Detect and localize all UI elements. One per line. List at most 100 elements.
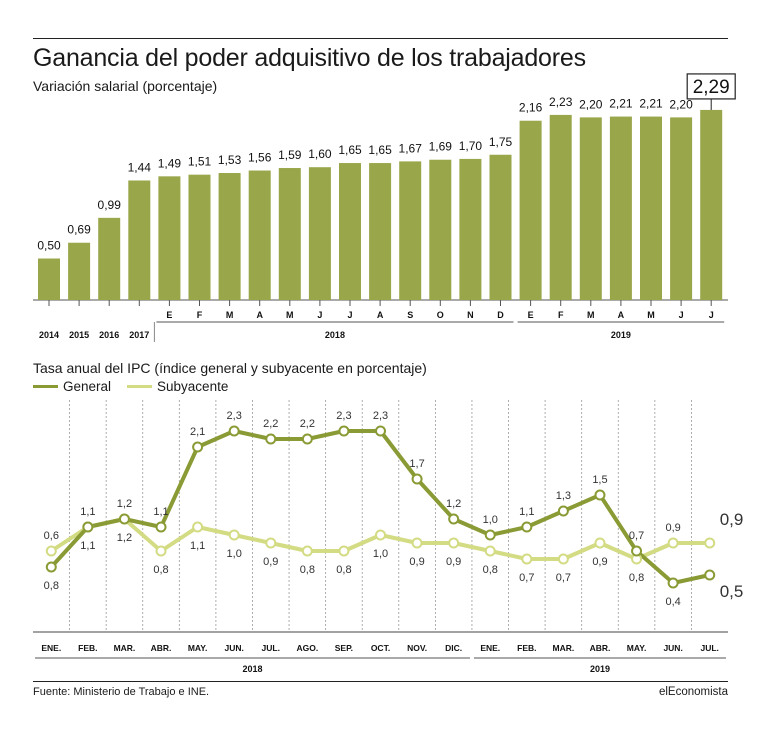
bar — [459, 158, 482, 300]
line-category-label: MAR. — [114, 643, 136, 653]
general-value-label: 1,5 — [592, 474, 607, 486]
general-value-label: 1,2 — [117, 498, 132, 510]
bar-category-label: O — [437, 310, 444, 320]
general-value-label: 2,3 — [336, 410, 351, 422]
bar-category-label: A — [618, 310, 625, 320]
bar-category-label: S — [407, 310, 413, 320]
legend-label-subyacente: Subyacente — [157, 379, 229, 394]
line-category-label: AGO. — [296, 643, 318, 653]
subyacente-value-label: 0,8 — [300, 564, 315, 576]
subyacente-value-label: 0,6 — [44, 530, 59, 542]
bar — [278, 168, 301, 300]
bar — [188, 174, 211, 300]
bar — [429, 159, 452, 300]
subyacente-value-label: 0,7 — [519, 572, 534, 584]
bar-category-label: F — [197, 310, 203, 320]
general-value-label: 1,2 — [446, 498, 461, 510]
bar-category-label: 2014 — [39, 330, 59, 340]
bar-value-label: 2,21 — [609, 97, 633, 111]
general-value-label: 1,0 — [483, 514, 498, 526]
bar-category-label: J — [679, 310, 684, 320]
top-rule — [33, 38, 728, 39]
bar — [399, 161, 422, 300]
point-subyacente — [375, 529, 386, 541]
bar-value-label: 0,69 — [67, 223, 91, 237]
bar — [339, 163, 361, 300]
subyacente-value-label: 0,9 — [665, 522, 680, 534]
bar-value-label: 2,20 — [579, 97, 603, 111]
chart-title: Ganancia del poder adquisitivo de los tr… — [33, 44, 586, 72]
group-label: 2019 — [611, 330, 631, 340]
bar — [128, 180, 151, 300]
chart-subtitle: Variación salarial (porcentaje) — [33, 78, 218, 94]
point-subyacente — [521, 553, 533, 565]
bar-value-label: 1,65 — [368, 143, 392, 157]
bar-category-label: 2015 — [69, 330, 89, 340]
bar — [549, 114, 572, 300]
general-value-label: 0,7 — [629, 530, 644, 542]
point-subyacente — [192, 521, 204, 533]
point-subyacente — [228, 529, 240, 541]
legend-item-subyacente: Subyacente — [127, 379, 228, 394]
point-general — [228, 425, 240, 437]
bar-value-label: 1,70 — [459, 139, 483, 153]
bar-category-label: 2016 — [99, 330, 119, 340]
point-general — [594, 489, 606, 501]
line-category-label: ABR. — [590, 643, 611, 653]
bar — [308, 167, 331, 300]
point-general — [667, 577, 679, 589]
bar — [68, 242, 91, 300]
bar-value-label: 1,67 — [399, 141, 423, 155]
legend-swatch-subyacente — [127, 385, 153, 388]
bar — [98, 217, 121, 300]
bar-category-label: N — [467, 310, 474, 320]
point-general — [192, 441, 204, 453]
point-subyacente — [155, 545, 167, 557]
group-label: 2019 — [590, 664, 610, 674]
point-subyacente — [667, 537, 679, 549]
bar — [640, 116, 662, 300]
general-value-label: 2,2 — [300, 418, 315, 430]
bar-category-label: M — [647, 310, 655, 320]
general-value-label: 2,3 — [227, 410, 242, 422]
bar-value-label: 1,60 — [308, 147, 332, 161]
bar-value-label: 1,53 — [218, 153, 242, 167]
bar-category-label: A — [256, 310, 263, 320]
legend-swatch-general — [33, 385, 58, 388]
point-subyacente — [484, 545, 496, 557]
bar-value-label: 2,16 — [519, 101, 543, 115]
line-category-label: SEP. — [335, 643, 353, 653]
legend-label-general: General — [63, 379, 112, 394]
bar-value-label: 0,50 — [37, 239, 61, 253]
bar-value-label: 2,23 — [549, 95, 573, 109]
bar-category-label: M — [226, 310, 234, 320]
subyacente-value-label: 1,2 — [117, 532, 132, 544]
point-general — [301, 433, 313, 445]
bar-value-label: 2,21 — [639, 97, 663, 111]
bar — [489, 154, 512, 300]
line-category-label: JUL. — [700, 643, 718, 653]
point-subyacente — [45, 545, 57, 557]
subyacente-value-label: 0,8 — [153, 564, 168, 576]
legend-item-general: General — [33, 379, 111, 394]
bar-category-label: 2017 — [129, 330, 149, 340]
general-value-label: 1,1 — [519, 506, 534, 518]
line-category-label: NOV. — [407, 643, 427, 653]
point-general — [557, 505, 569, 517]
bar — [670, 117, 693, 301]
point-general — [155, 521, 167, 533]
line-category-label: OCT. — [371, 643, 390, 653]
point-subyacente — [338, 545, 350, 557]
bottom-rule — [33, 681, 728, 682]
general-value-label: 2,1 — [190, 426, 205, 438]
point-subyacente — [301, 545, 313, 557]
bar-category-label: D — [497, 310, 504, 320]
bar-value-label: 0,99 — [98, 198, 122, 212]
ipc-legend: General Subyacente — [33, 379, 228, 394]
group-label: 2018 — [242, 664, 262, 674]
general-value-label: 2,2 — [263, 418, 278, 430]
subyacente-value-label: 0,9 — [409, 556, 424, 568]
series-line-general — [49, 429, 711, 585]
line-category-label: FEB. — [517, 643, 536, 653]
subyacente-value-label: 0,8 — [336, 564, 351, 576]
